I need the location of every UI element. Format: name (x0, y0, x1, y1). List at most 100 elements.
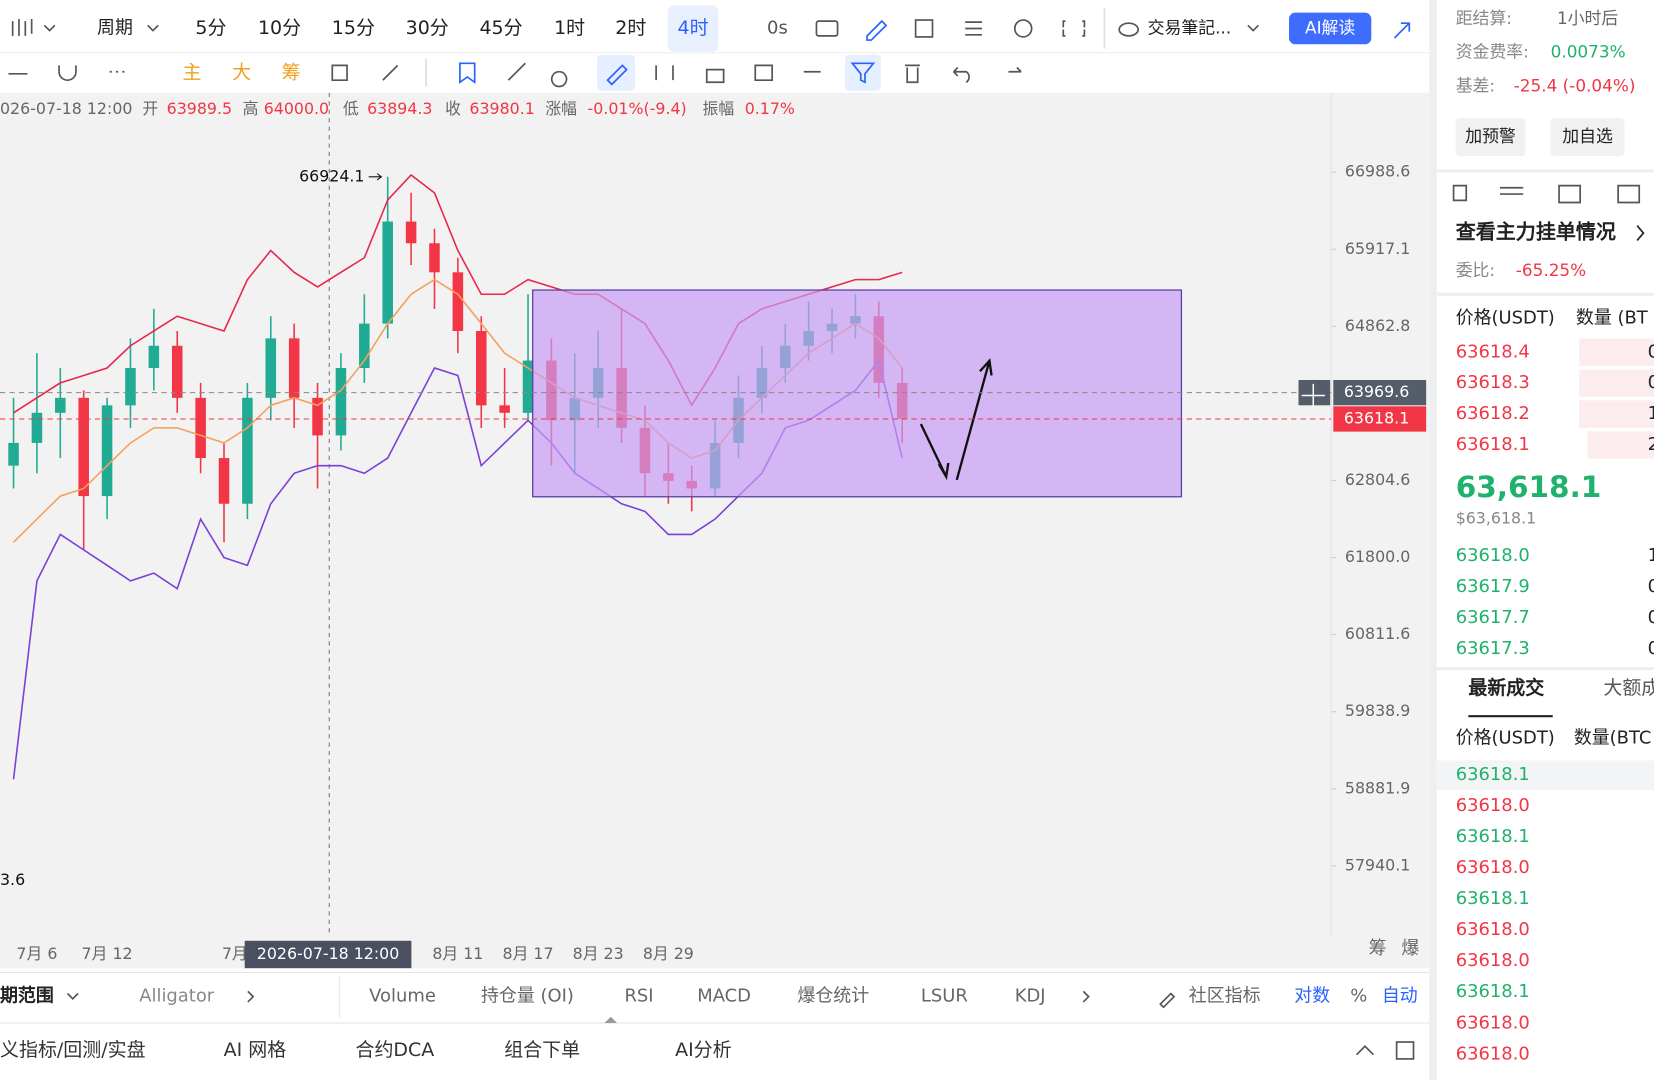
axis-corner[interactable]: 爆 (1401, 938, 1419, 959)
indicator-toggle[interactable]: 主 (182, 61, 201, 83)
crosshair-add[interactable] (1298, 379, 1331, 406)
settings-icon[interactable] (1013, 19, 1033, 38)
bottom-tab[interactable]: AI分析 (675, 1039, 732, 1061)
expand-icon[interactable] (1355, 1045, 1375, 1056)
bid-qty: 0 (1648, 576, 1654, 597)
bid-qty: 0 (1648, 638, 1654, 659)
chart: 66988.6 65917.1 64862.8 62804.6 61800.0 60811… (0, 92, 1427, 969)
y-tick-label: 66988.6 (1345, 162, 1410, 181)
fullscreen-icon[interactable] (1062, 20, 1086, 37)
ai-button[interactable] (1289, 12, 1372, 45)
active-interval[interactable] (667, 5, 719, 52)
ui-text: 周期 5分 10分 15分 30分 45分 1时 2时 4时 0s 交易筆記... AI解读主大筹02… (0, 8, 1654, 1064)
list-icon[interactable] (965, 21, 983, 36)
y-tick-label: 57940.1 (1345, 855, 1410, 874)
community-indicators[interactable]: 社区指标 (1189, 986, 1261, 1007)
share-icon[interactable] (1393, 22, 1411, 39)
log-toggle[interactable]: 对数 (1294, 986, 1330, 1007)
interval-button[interactable]: 30分 (406, 17, 449, 39)
indicator-tab[interactable]: 持仓量 (OI) (481, 986, 574, 1007)
trade-price: 63618.1 (1456, 826, 1530, 847)
interval-button[interactable]: 45分 (479, 17, 522, 39)
ai-button-label[interactable]: AI解读 (1305, 17, 1355, 37)
edit-icon[interactable] (1159, 992, 1176, 1009)
candle-body (31, 412, 43, 443)
last-price-usd: $63,618.1 (1456, 508, 1536, 527)
candle-body (335, 368, 347, 436)
dropdown-icon[interactable] (1247, 24, 1260, 32)
x-tick-label: 7月 6 (16, 944, 57, 963)
indicator-tab[interactable]: Volume (369, 986, 436, 1007)
candle-body (242, 397, 253, 504)
bookmark-icon[interactable] (459, 62, 476, 84)
camera-icon[interactable] (815, 20, 839, 37)
y-tick-label: 64862.8 (1345, 316, 1410, 335)
large-trades-tab[interactable]: 大额成 (1603, 677, 1654, 699)
trade-price: 63618.0 (1456, 1043, 1530, 1064)
bottom-tab[interactable]: 合约DCA (355, 1039, 434, 1061)
add-icon[interactable] (914, 19, 934, 38)
tool-icons[interactable] (905, 64, 1022, 84)
indicator-tab[interactable]: KDJ (1015, 986, 1046, 1007)
interval-button[interactable]: 2时 (615, 17, 646, 39)
interval-button[interactable]: 1时 (554, 17, 585, 39)
bottom-tab[interactable]: AI 网格 (224, 1039, 287, 1061)
bottom-tab[interactable]: 组合下单 (504, 1039, 580, 1061)
interval-button[interactable]: 5分 (195, 17, 226, 39)
depth-bar (1579, 338, 1654, 366)
indicator-toggle[interactable]: 大 (232, 61, 251, 83)
draw-icons[interactable] (8, 65, 125, 81)
crosshair-plus[interactable] (1301, 383, 1325, 408)
collapse-tab[interactable] (604, 1016, 618, 1024)
indicator-alligator[interactable]: Alligator (139, 986, 215, 1007)
indicator-tab[interactable]: 爆仓统计 (797, 986, 869, 1007)
dropdown-icon[interactable] (147, 24, 159, 32)
candle-body (382, 221, 393, 324)
range-box[interactable] (532, 289, 1183, 498)
indicator-tab[interactable]: LSUR (921, 986, 968, 1007)
chevrons[interactable] (66, 990, 1090, 1003)
notes-menu[interactable]: 交易筆記... (1148, 17, 1232, 37)
candle-icon[interactable] (11, 18, 33, 36)
range-menu[interactable]: 期范围 (0, 985, 54, 1007)
action-button[interactable] (1550, 118, 1625, 157)
dropdown-icon[interactable] (43, 24, 56, 32)
cloud-icon[interactable] (1118, 22, 1140, 37)
candle-body (499, 405, 510, 413)
trade-price: 63618.1 (1456, 981, 1530, 1002)
percent-toggle[interactable]: % (1350, 986, 1367, 1007)
ohlc-change: -0.01%(-9.4) (588, 99, 687, 118)
tool-icons[interactable] (655, 62, 876, 84)
filter-icon[interactable] (850, 62, 876, 84)
x-tick-label: 8月 23 (573, 944, 624, 963)
orderbook-link[interactable]: 查看主力挂单情况 (1456, 220, 1616, 244)
bottom-tab[interactable]: 义指标/回测/实盘 (0, 1039, 146, 1061)
interval-menu[interactable]: 周期 (97, 17, 133, 38)
brush-icon[interactable] (606, 64, 628, 86)
auto-toggle[interactable]: 自动 (1382, 986, 1418, 1007)
interval-button[interactable]: 10分 (258, 17, 301, 39)
ohlc-low: 63894.3 (367, 99, 432, 118)
drawn-arrow[interactable] (919, 358, 993, 481)
action-button-label[interactable]: 加预警 (1465, 126, 1516, 146)
candle-body (522, 360, 534, 413)
orderbook-icons[interactable] (1452, 184, 1641, 204)
interval-button[interactable]: 4时 (678, 17, 709, 39)
window-icon[interactable] (1395, 1041, 1415, 1060)
draw-icons[interactable] (331, 64, 399, 81)
indicator-tab[interactable]: MACD (697, 986, 751, 1007)
ohlc-amp-label: 振幅 (703, 99, 735, 118)
row-highlight (1436, 760, 1654, 790)
x-tick-label: 7月 12 (82, 944, 133, 963)
axis-corner[interactable]: 筹 (1369, 938, 1387, 959)
active-filter[interactable] (844, 54, 881, 91)
link-chevron[interactable] (1636, 225, 1645, 242)
indicator-tab[interactable]: RSI (624, 986, 653, 1007)
trades-tab[interactable]: 最新成交 (1468, 676, 1544, 699)
action-button-label[interactable]: 加自选 (1562, 126, 1613, 146)
bid-price: 63618.0 (1456, 545, 1530, 566)
indicator-toggle[interactable]: 筹 (282, 61, 301, 83)
action-button[interactable] (1455, 118, 1526, 157)
interval-button[interactable]: 15分 (332, 17, 375, 39)
pen-icon[interactable] (866, 19, 888, 41)
